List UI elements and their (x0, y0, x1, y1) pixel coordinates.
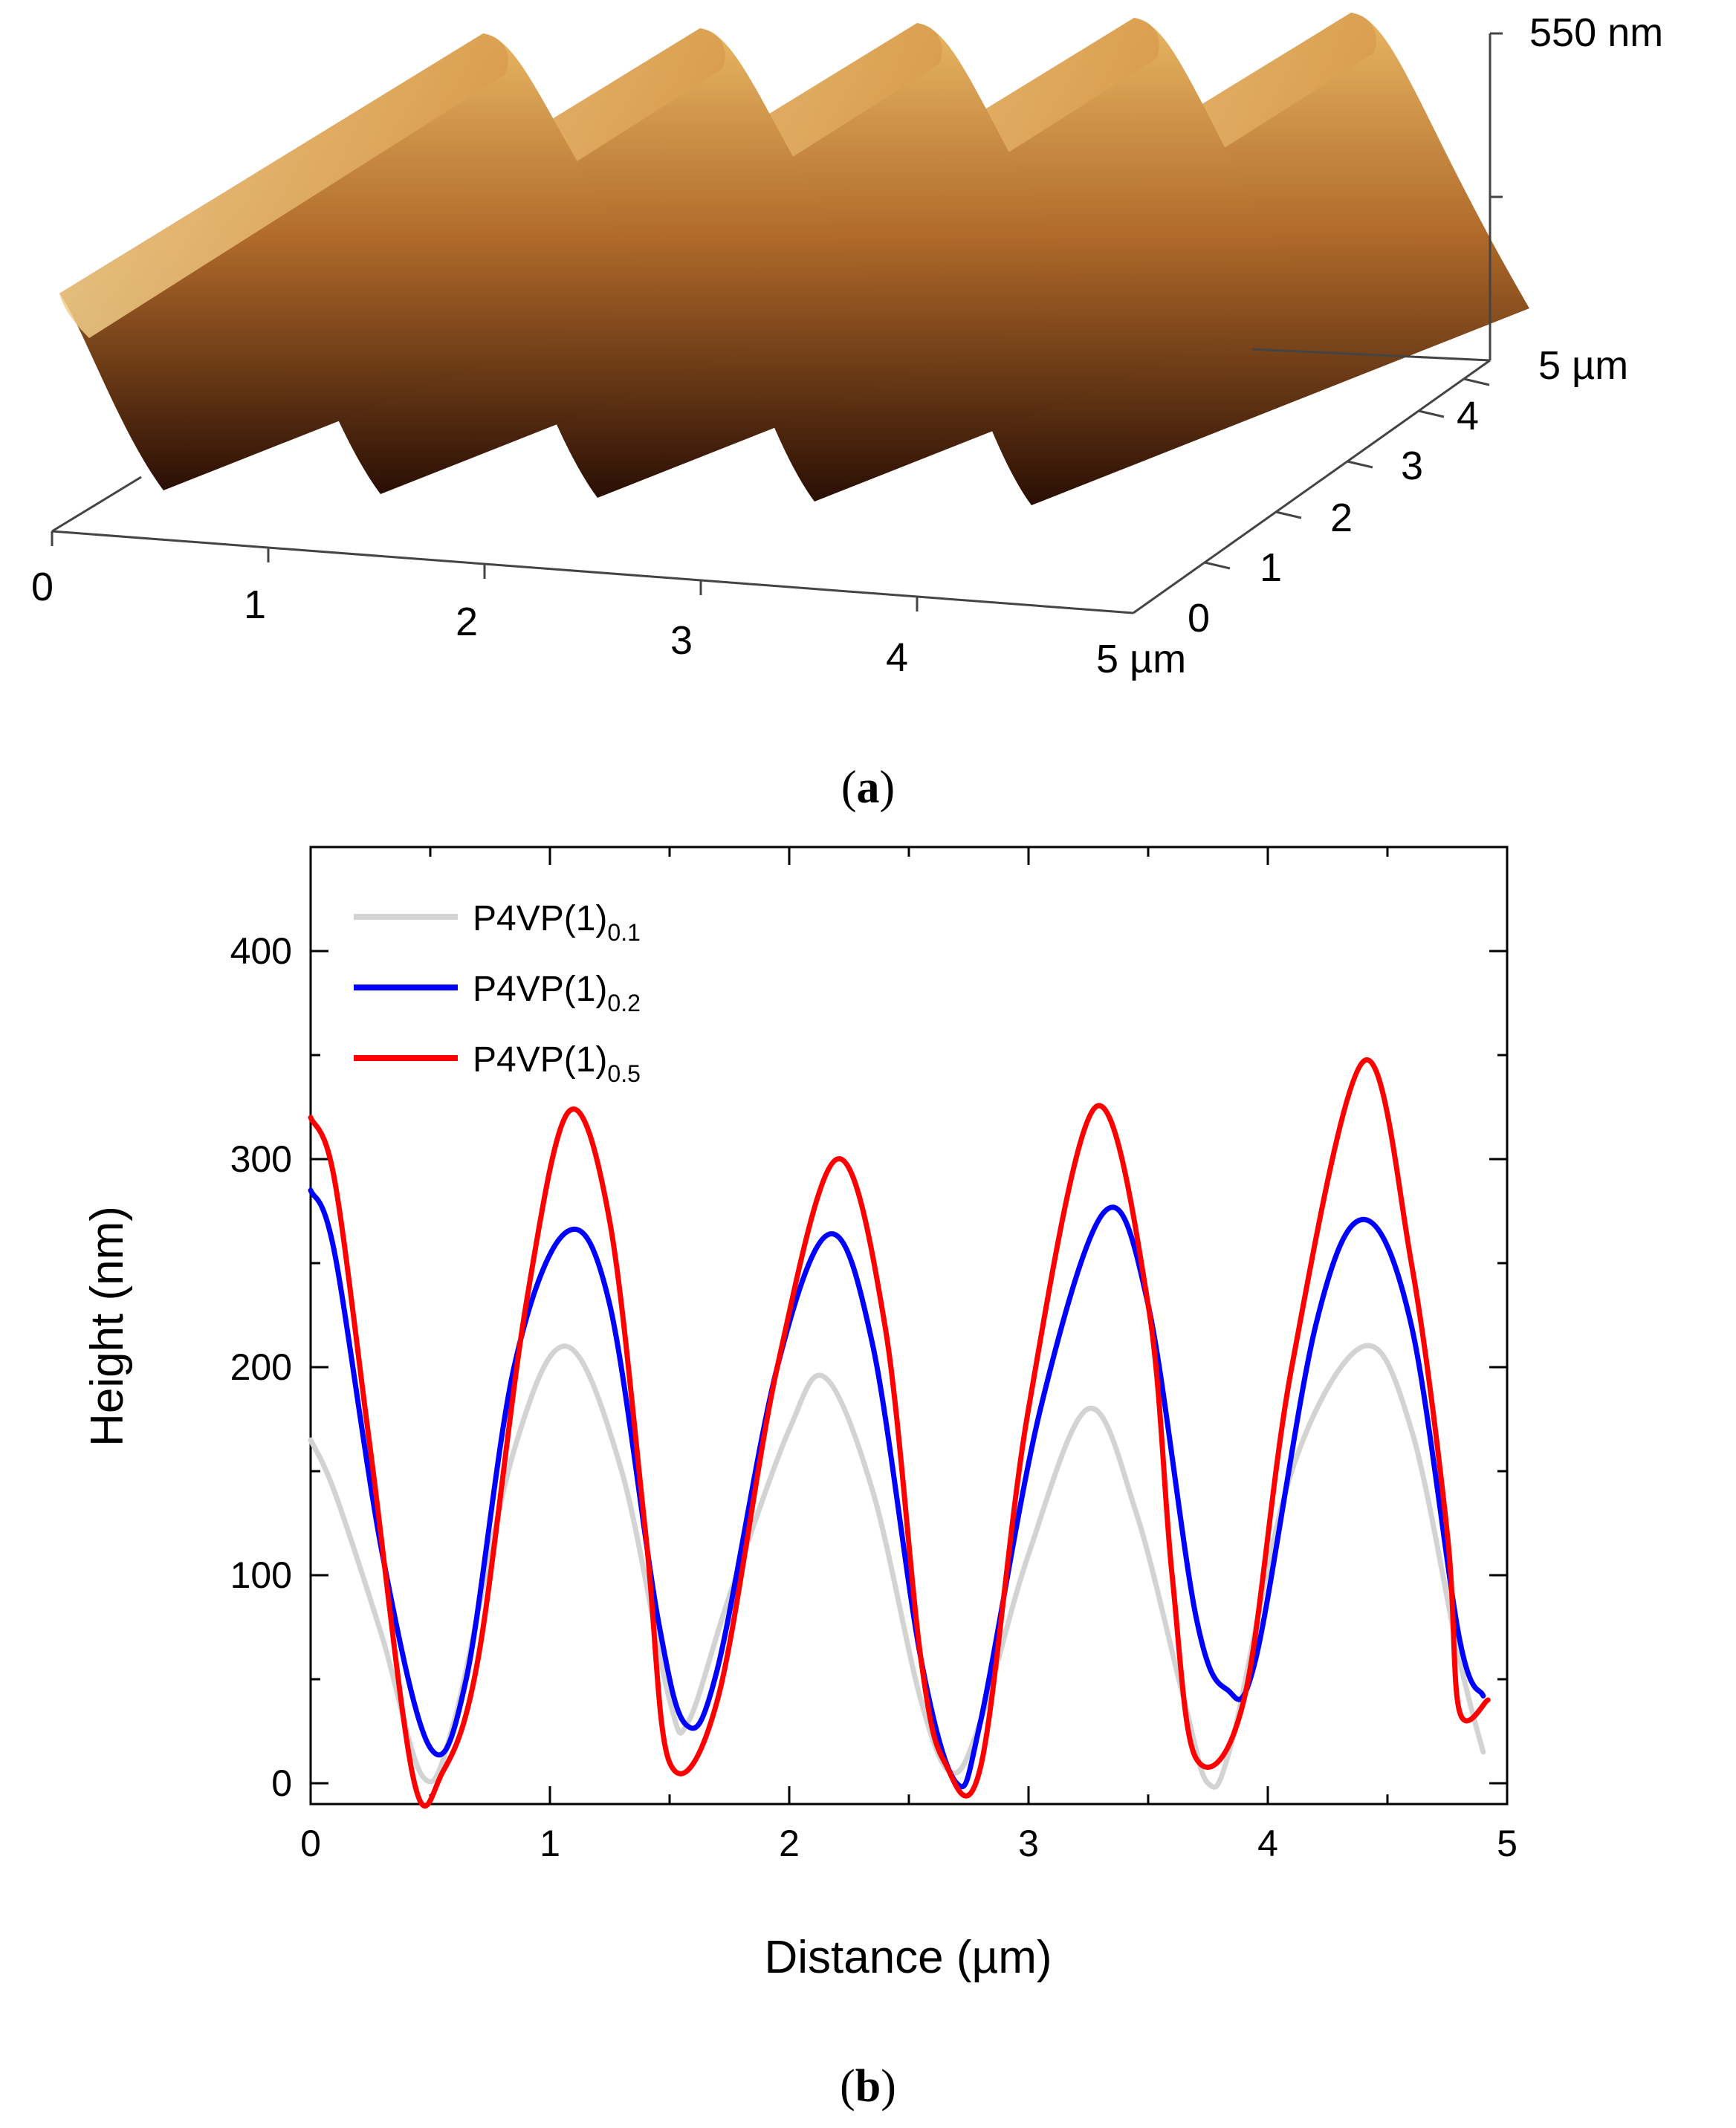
y-tick-label: 100 (230, 1554, 292, 1596)
y-axis-label: Height (nm) (82, 1206, 133, 1447)
series-line-0 (308, 1343, 1486, 1790)
series-lines (308, 1057, 1491, 1809)
tick-labels: 0 1 2 3 4 5 0 100 200 300 400 (230, 930, 1518, 1864)
x-tick-label: 5 (1497, 1823, 1518, 1864)
x-tick-label: 0 (300, 1823, 321, 1864)
y-tick-label: 0 (271, 1762, 292, 1804)
afm-3d-surface: 550 nm 5 µm 5 µm 0 1 2 3 4 0 1 2 3 4 (a) (31, 10, 1663, 813)
series-line-2 (308, 1057, 1491, 1809)
axis-ticks (309, 847, 1509, 1804)
legend-label-1: P4VP(1)0.2 (473, 970, 641, 1016)
ridge-face (59, 33, 661, 490)
height-profile-chart: 0 1 2 3 4 5 0 100 200 300 400 P4VP(1)0.1 P4VP(1)0.… (82, 846, 1518, 2112)
y-tick-label: 200 (230, 1346, 292, 1388)
panel-a-label: (a) (841, 762, 895, 813)
y-tick-label-0: 0 (1188, 596, 1210, 640)
y-tick-label-2: 2 (1330, 496, 1353, 540)
y-tick-label: 300 (230, 1138, 292, 1180)
x-tick-label: 1 (540, 1823, 560, 1864)
x-tick-label: 4 (1257, 1823, 1278, 1864)
ridge-crest (59, 33, 508, 338)
legend-label-2: P4VP(1)0.5 (473, 1040, 641, 1087)
y-tick-label-3: 3 (1401, 444, 1423, 488)
x-tick-label-2: 2 (456, 600, 478, 644)
x-axis-end-label: 5 µm (1096, 637, 1186, 681)
series-line-1 (308, 1187, 1486, 1790)
afm-ridges (59, 13, 1529, 505)
legend: P4VP(1)0.1 P4VP(1)0.2 P4VP(1)0.5 (354, 899, 641, 1087)
x-tick-label: 2 (779, 1823, 800, 1864)
y-axis-end-label: 5 µm (1538, 343, 1628, 388)
x-tick-label-4: 4 (886, 635, 908, 680)
x-tick-label-1: 1 (244, 583, 266, 627)
x-tick-label-3: 3 (670, 618, 693, 663)
x-tick-label: 3 (1018, 1823, 1039, 1864)
afm-base-frame (51, 32, 1503, 614)
x-axis-label: Distance (µm) (764, 1932, 1052, 1983)
y-tick-label-4: 4 (1457, 394, 1479, 438)
z-axis-label: 550 nm (1529, 10, 1663, 55)
panel-b-label: (b) (840, 2061, 896, 2112)
legend-label-0: P4VP(1)0.1 (473, 899, 641, 946)
y-tick-label-1: 1 (1260, 545, 1282, 590)
x-tick-label-0: 0 (31, 565, 54, 609)
y-tick-label: 400 (230, 930, 292, 972)
